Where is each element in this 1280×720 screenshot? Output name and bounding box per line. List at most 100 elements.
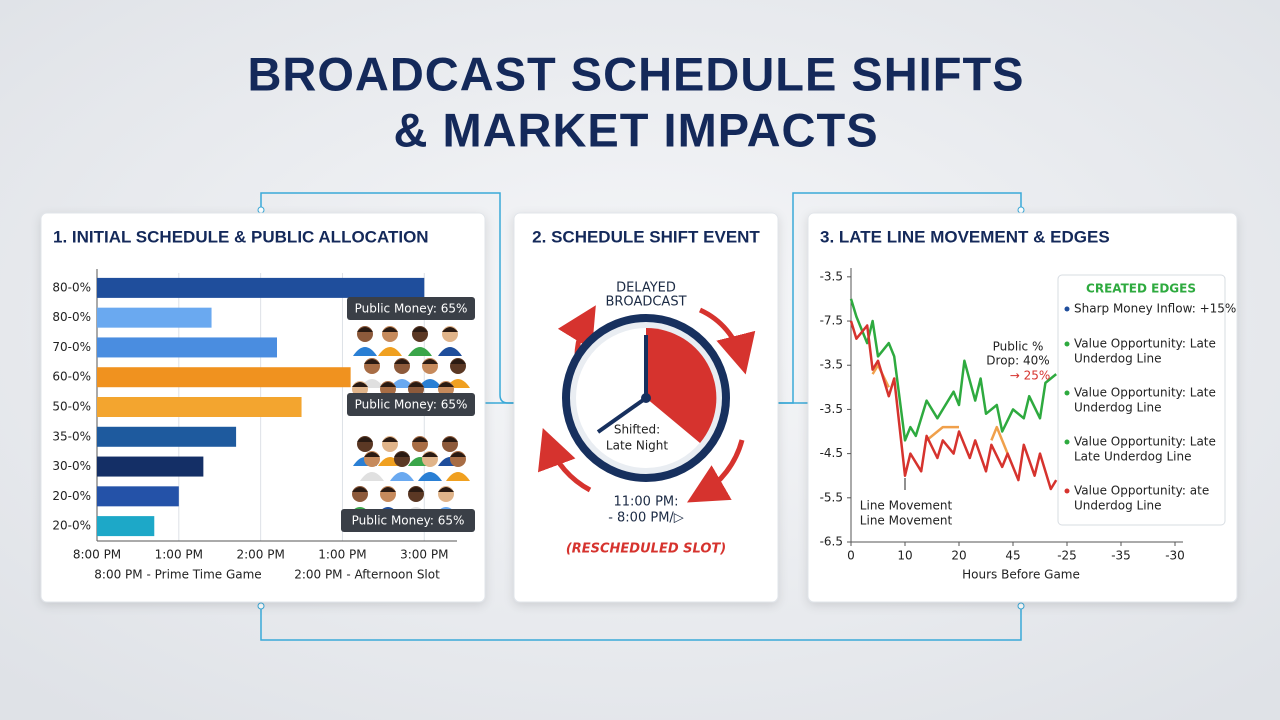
time-label: - 8:00 PM/▷ [608,511,684,526]
x-tick-label: -25 [1057,549,1077,563]
bar [97,516,155,537]
annotation: → 25% [1010,369,1051,383]
x-tick-label: 3:00 PM [400,548,448,562]
y-tick-label: -6.5 [820,535,843,549]
person [353,347,377,356]
legend-item: Late Underdog Line [1074,450,1191,464]
y-tick-label: 50-0% [52,400,91,414]
y-tick-label: 80-0% [52,310,91,324]
annotation: Line Movement [860,499,953,513]
annotation: Public % [993,340,1044,354]
person [422,359,438,364]
caption: (RESCHEDULED SLOT) [566,542,726,557]
x-tick-label: 0 [847,549,855,563]
annotation: Drop: 40% [986,354,1049,368]
person [438,347,462,356]
callout: Public Money: 65% [352,514,465,528]
person [450,359,466,364]
line [849,298,1057,442]
legend-bullet [1064,488,1070,494]
legend-title: CREATED EDGES [1086,282,1196,296]
x-tick-label: -35 [1111,549,1131,563]
bar [97,277,425,298]
bar-chart: 8:00 PM 1:00 PM 2:00 PM 1:00 PM 3:00 PM 80-0%… [52,269,457,562]
legend-bullet [1064,341,1070,347]
person [380,487,396,492]
panel-heading: 3. LATE LINE MOVEMENT & EDGES [820,227,1110,246]
y-tick-label: 80-0% [52,280,91,294]
legend-item: Value Opportunity: Late [1074,337,1216,351]
panel-heading: 2. SCHEDULE SHIFT EVENT [532,227,760,246]
bar [97,307,212,328]
y-tick-label: 30-0% [52,459,91,473]
y-tick-label: -3.5 [820,269,843,283]
clock [537,305,756,503]
annotation: Line Movement [860,514,953,528]
footnote: 8:00 PM - Prime Time Game [94,568,261,582]
person [364,359,380,364]
y-tick-label: 20-0% [52,519,91,533]
legend-bullet [1064,439,1070,445]
legend-bullet [1064,390,1070,396]
x-tick-label: 1:00 PM [155,548,203,562]
y-tick-label: -5.5 [820,490,843,504]
x-tick-label: 2:00 PM [236,548,284,562]
person [408,487,424,492]
callout: Public Money: 65% [355,398,468,412]
person [412,437,428,442]
person [408,347,432,356]
person [442,327,458,332]
person [438,487,454,492]
bar [97,486,179,507]
y-tick-label: -4.5 [820,446,843,460]
title: & MARKET IMPACTS [393,103,878,156]
line-chart: -3.5 -7.5 -3.5 -3.5 -4.5 -5.5 -6.5 0 10 20 45 -25 -3… [820,268,1185,582]
time-label: 11:00 PM: [613,495,678,510]
bar [97,367,351,388]
legend-bullet [1064,306,1070,312]
person [418,472,442,481]
legend-item: Sharp Money Inflow: +15% [1074,302,1236,316]
callout: Public Money: 65% [355,302,468,316]
y-tick-label: 35-0% [52,429,91,443]
x-tick-label: -30 [1165,549,1185,563]
line [871,363,1009,455]
person [390,379,414,388]
panel-heading: 1. INITIAL SCHEDULE & PUBLIC ALLOCATION [53,227,429,246]
x-tick-label: 10 [897,549,912,563]
person [446,472,470,481]
person [352,487,368,492]
person [412,327,428,332]
person [382,437,398,442]
person [394,359,410,364]
person [390,472,414,481]
person [380,382,396,387]
y-tick-label: -3.5 [820,358,843,372]
x-tick-label: 20 [951,549,966,563]
bar [97,426,237,447]
legend-item: Value Opportunity: Late [1074,435,1216,449]
legend: CREATED EDGES Sharp Money Inflow: +15% Va… [1057,274,1236,526]
person [442,437,458,442]
banner: DELAYED [616,281,676,296]
x-tick-label: 1:00 PM [318,548,366,562]
person [378,347,402,356]
person [357,437,373,442]
clock-label: Late Night [606,439,668,453]
person [364,452,380,457]
person [438,382,454,387]
footnote: 2:00 PM - Afternoon Slot [294,568,440,582]
y-tick-label: 70-0% [52,340,91,354]
x-tick-label: 45 [1005,549,1020,563]
x-tick-label: 8:00 PM [73,548,121,562]
person [450,452,466,457]
legend-item: Underdog Line [1074,352,1162,366]
bar [97,456,204,477]
person [418,379,442,388]
y-tick-label: 20-0% [52,489,91,503]
callouts: Public Money: 65% Public Money: 65% Publ… [341,297,475,532]
line [849,320,1058,491]
legend-item: Underdog Line [1074,499,1162,513]
